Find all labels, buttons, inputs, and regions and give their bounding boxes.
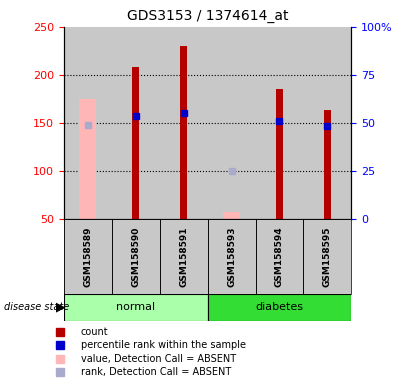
FancyBboxPatch shape — [256, 219, 303, 294]
Text: GSM158589: GSM158589 — [83, 226, 92, 286]
Text: GSM158595: GSM158595 — [323, 226, 332, 286]
Bar — [324, 111, 331, 219]
Text: rank, Detection Call = ABSENT: rank, Detection Call = ABSENT — [81, 367, 231, 377]
Text: percentile rank within the sample: percentile rank within the sample — [81, 340, 246, 350]
Bar — [64, 27, 112, 219]
FancyBboxPatch shape — [159, 219, 208, 294]
Bar — [276, 89, 283, 219]
Bar — [208, 27, 256, 219]
Text: GSM158594: GSM158594 — [275, 226, 284, 286]
Text: count: count — [81, 327, 109, 337]
Text: value, Detection Call = ABSENT: value, Detection Call = ABSENT — [81, 354, 236, 364]
Title: GDS3153 / 1374614_at: GDS3153 / 1374614_at — [127, 9, 288, 23]
Bar — [132, 67, 139, 219]
FancyBboxPatch shape — [64, 219, 112, 294]
Bar — [223, 212, 240, 219]
Text: diabetes: diabetes — [256, 302, 303, 312]
Bar — [303, 27, 351, 219]
Bar — [256, 27, 303, 219]
Text: GSM158590: GSM158590 — [131, 226, 140, 286]
Text: disease state: disease state — [4, 302, 69, 312]
Bar — [79, 99, 96, 219]
Bar — [64, 294, 208, 321]
FancyBboxPatch shape — [303, 219, 351, 294]
Text: GSM158591: GSM158591 — [179, 226, 188, 286]
Bar — [112, 27, 159, 219]
Text: GSM158593: GSM158593 — [227, 226, 236, 286]
FancyBboxPatch shape — [208, 219, 256, 294]
FancyBboxPatch shape — [112, 219, 159, 294]
Text: ▶: ▶ — [55, 301, 65, 314]
Bar — [159, 27, 208, 219]
Bar — [208, 294, 351, 321]
Bar — [180, 46, 187, 219]
Text: normal: normal — [116, 302, 155, 312]
